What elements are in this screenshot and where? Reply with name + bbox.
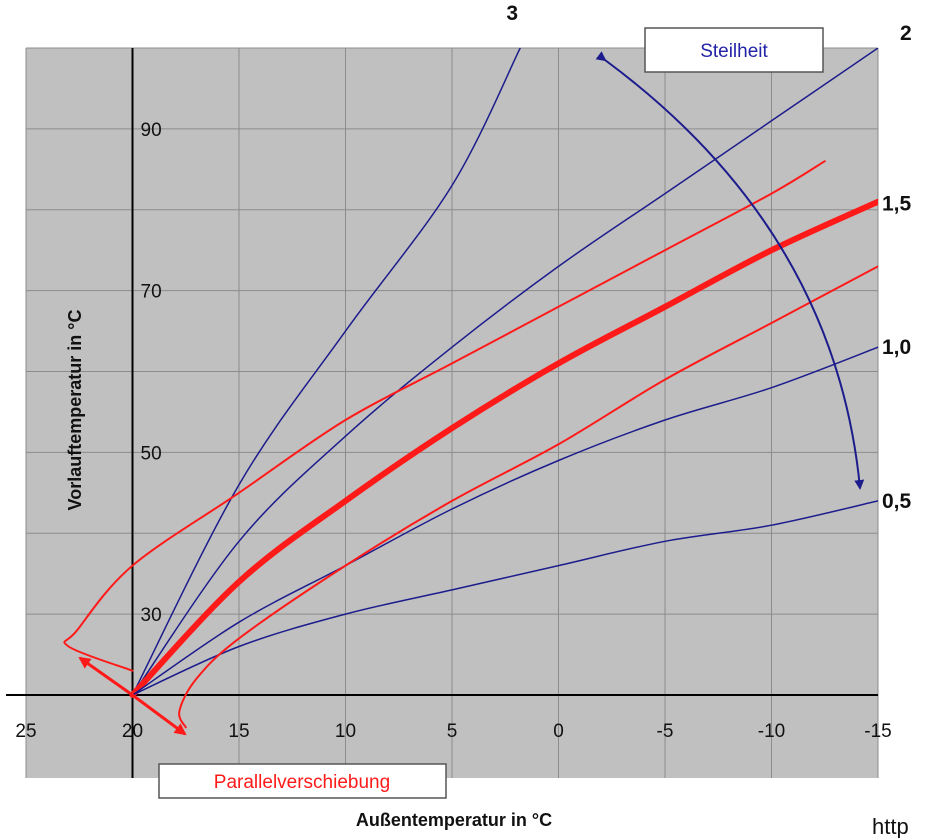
parallel-shift-label: Parallelverschiebung bbox=[214, 772, 390, 793]
x-tick-label: 5 bbox=[447, 721, 458, 742]
heating-curve-3 bbox=[131, 48, 521, 696]
x-axis-title: Außentemperatur in °C bbox=[356, 810, 552, 830]
steepness-label: Steilheit bbox=[700, 41, 768, 62]
y-tick-label: 70 bbox=[141, 282, 162, 303]
curve-label: 2 bbox=[900, 22, 912, 45]
y-tick-label: 50 bbox=[141, 443, 162, 464]
steepness-arrow bbox=[595, 51, 865, 490]
curve-label: 1,5 bbox=[882, 193, 912, 216]
x-tick-label: 20 bbox=[122, 721, 143, 742]
y-tick-label: 30 bbox=[141, 605, 162, 626]
steepness-box: Steilheit bbox=[644, 27, 824, 73]
x-tick-label: 0 bbox=[553, 721, 564, 742]
curve-labels: 3 2 1,5 1,0 0,5 bbox=[506, 2, 911, 513]
x-tick-label: 15 bbox=[228, 721, 249, 742]
x-tick-label: 25 bbox=[15, 721, 36, 742]
heating-curve-0-5 bbox=[131, 500, 878, 696]
shift-arrow-down bbox=[130, 692, 187, 736]
shift-arrow-up bbox=[78, 656, 132, 696]
x-tick-label: 10 bbox=[335, 721, 356, 742]
axes bbox=[6, 48, 878, 778]
x-tick-label: -15 bbox=[864, 721, 891, 742]
cut-off-url-text: http bbox=[872, 814, 909, 838]
curve-label: 1,0 bbox=[882, 336, 911, 359]
x-tick-label: -5 bbox=[657, 721, 674, 742]
x-tick-label: -10 bbox=[758, 721, 785, 742]
y-axis-title: Vorlauftemperatur in °C bbox=[65, 310, 85, 511]
parallel-shift-box: Parallelverschiebung bbox=[158, 763, 447, 799]
y-tick-labels: 30 50 70 90 bbox=[141, 120, 162, 626]
y-tick-label: 90 bbox=[141, 120, 162, 141]
x-tick-labels: 25 20 15 10 5 0 -5 -10 -15 bbox=[15, 721, 891, 742]
curve-label: 3 bbox=[506, 2, 518, 25]
curve-label: 0,5 bbox=[882, 490, 912, 513]
